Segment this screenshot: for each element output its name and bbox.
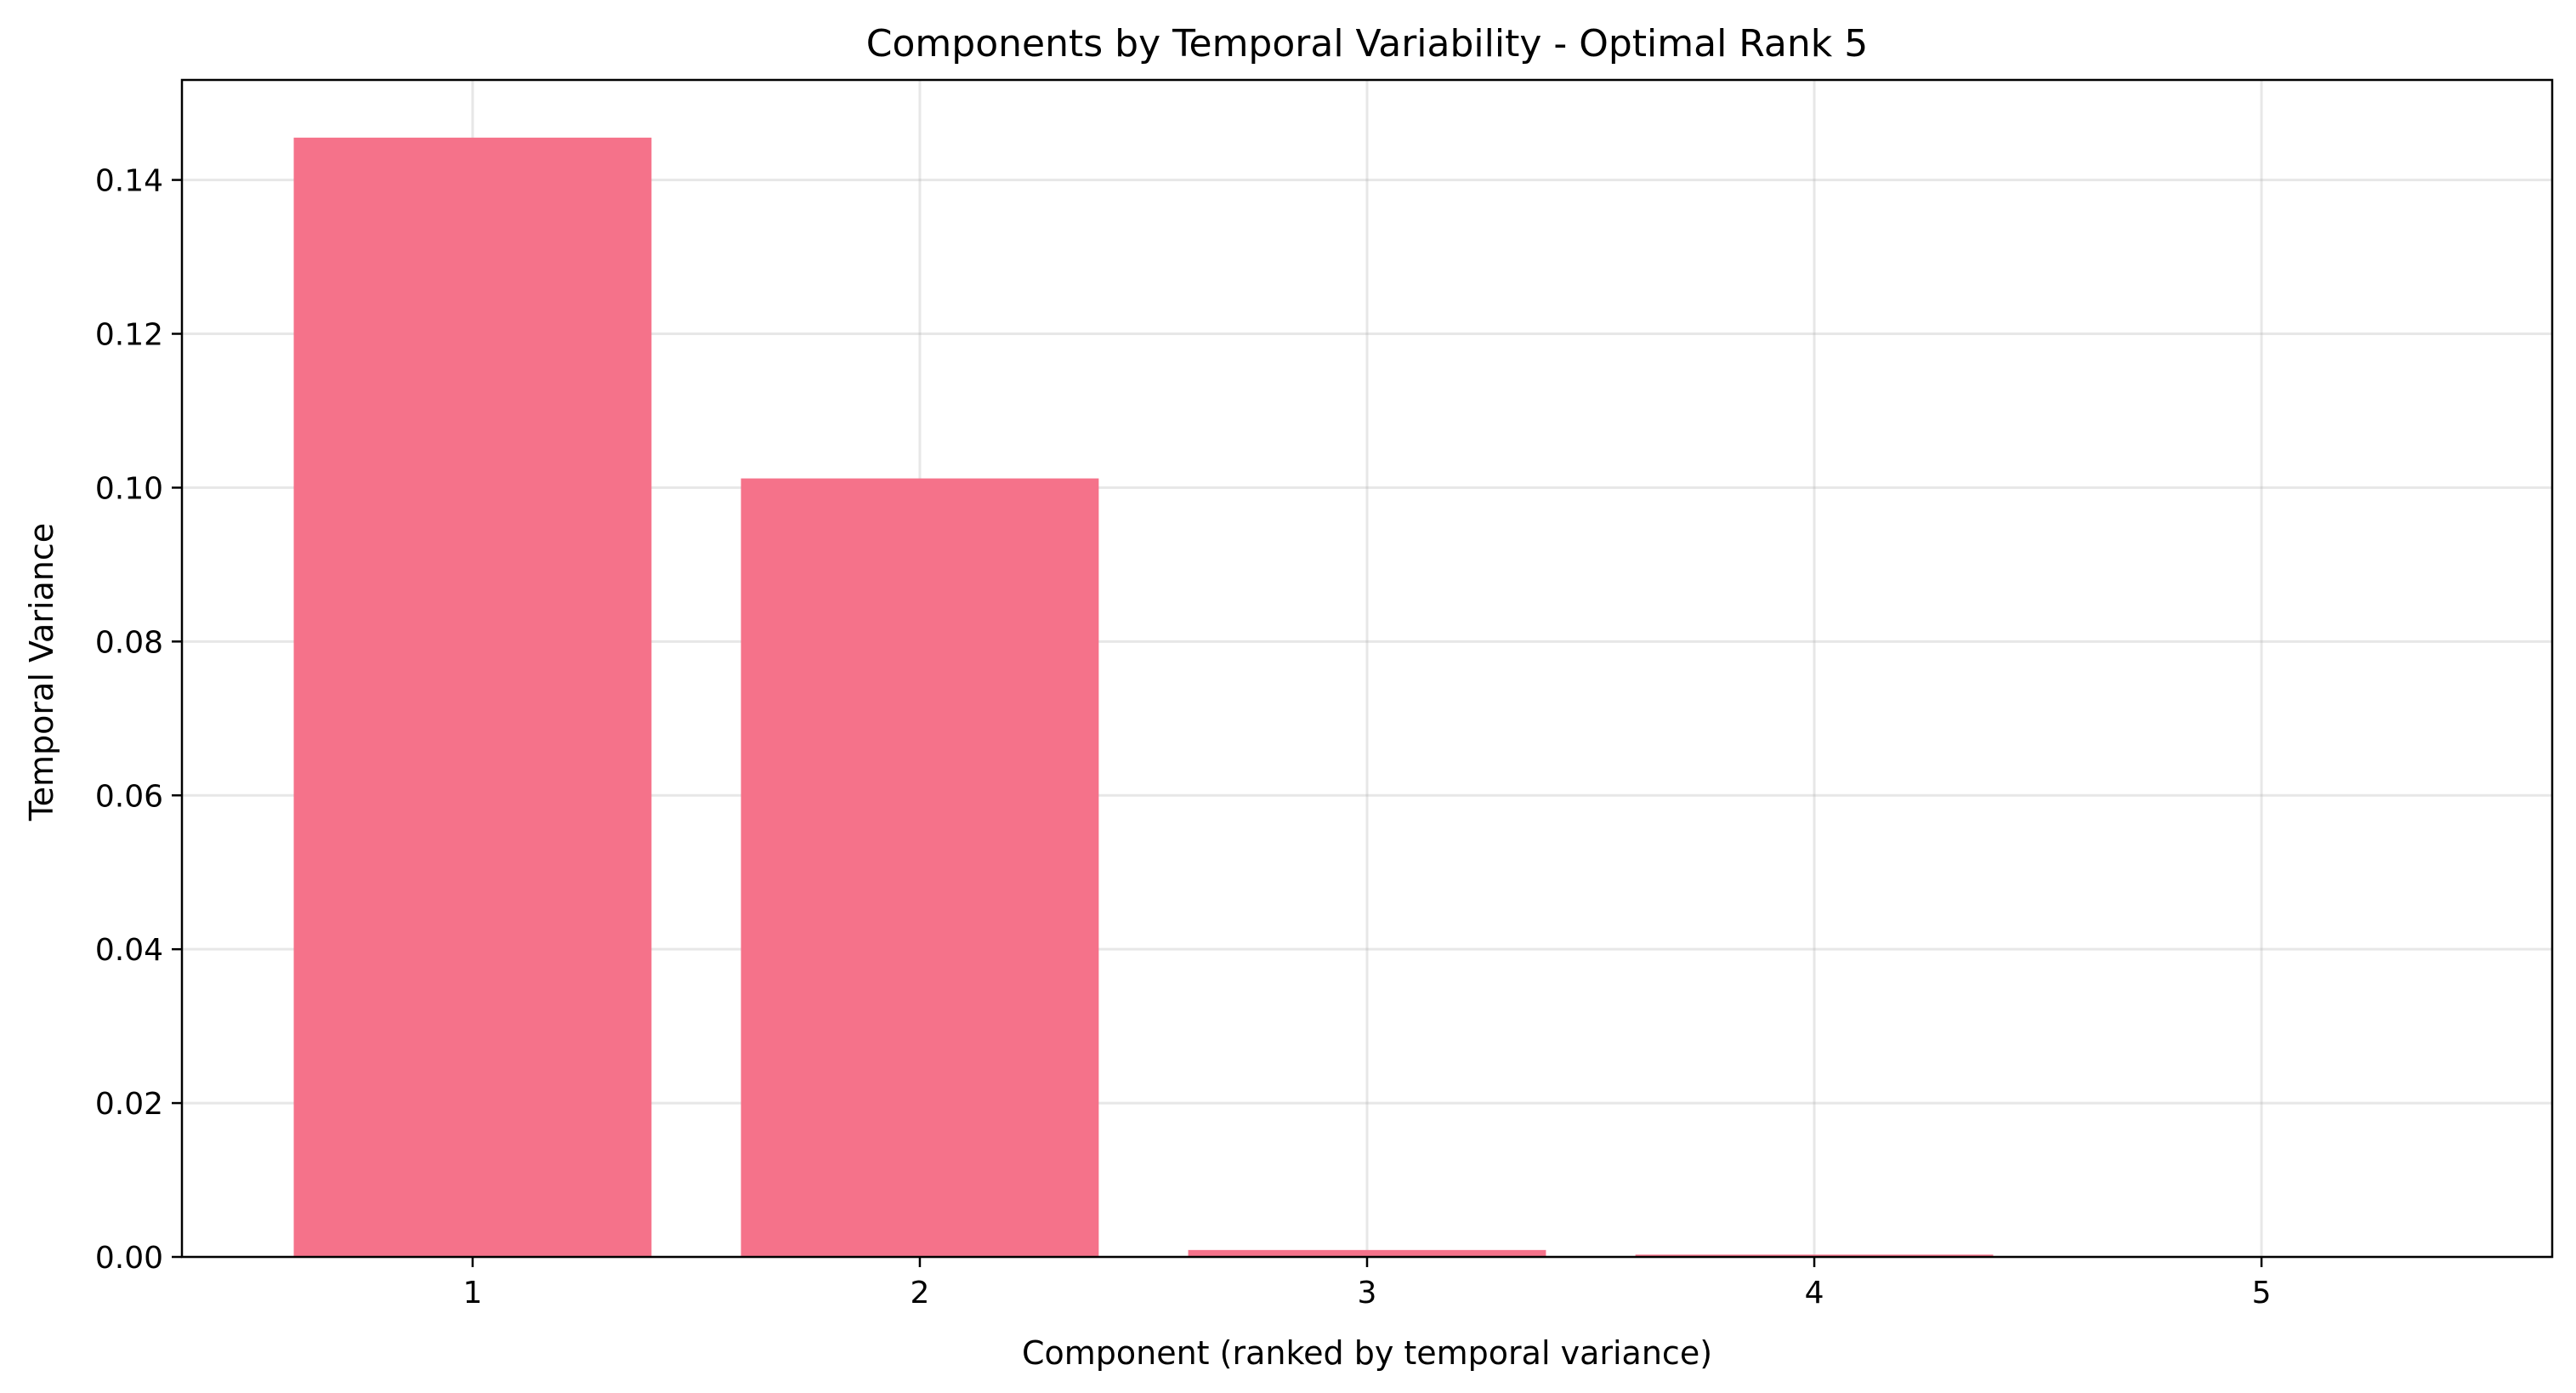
bar-component-4 bbox=[1635, 1254, 1994, 1257]
x-tick-label: 4 bbox=[1805, 1276, 1824, 1311]
y-tick-label: 0.14 bbox=[95, 164, 163, 199]
x-tick-label: 2 bbox=[911, 1276, 930, 1311]
bar-component-3 bbox=[1188, 1249, 1546, 1257]
y-tick-label: 0.08 bbox=[95, 625, 163, 660]
x-tick-label: 1 bbox=[462, 1276, 482, 1311]
y-tick-label: 0.10 bbox=[95, 471, 163, 506]
y-tick-label: 0.12 bbox=[95, 318, 163, 353]
chart-title: Components by Temporal Variability - Opt… bbox=[866, 22, 1868, 65]
ticks-layer: 0.00 0.02 0.04 0.06 0.08 0.10 0.12 0.14 1 2 3 4 5 bbox=[95, 164, 2272, 1311]
bar-component-2 bbox=[740, 478, 1099, 1257]
x-axis-label: Component (ranked by temporal variance) bbox=[1022, 1334, 1712, 1372]
y-tick-label: 0.00 bbox=[95, 1241, 163, 1276]
x-tick-label: 5 bbox=[2252, 1276, 2272, 1311]
y-tick-label: 0.04 bbox=[95, 933, 163, 968]
bar-component-1 bbox=[293, 137, 652, 1257]
bars-layer bbox=[293, 137, 1994, 1257]
y-axis-label: Temporal Variance bbox=[23, 523, 60, 822]
y-tick-label: 0.02 bbox=[95, 1087, 163, 1122]
x-tick-label: 3 bbox=[1358, 1276, 1377, 1311]
y-tick-label: 0.06 bbox=[95, 779, 163, 814]
